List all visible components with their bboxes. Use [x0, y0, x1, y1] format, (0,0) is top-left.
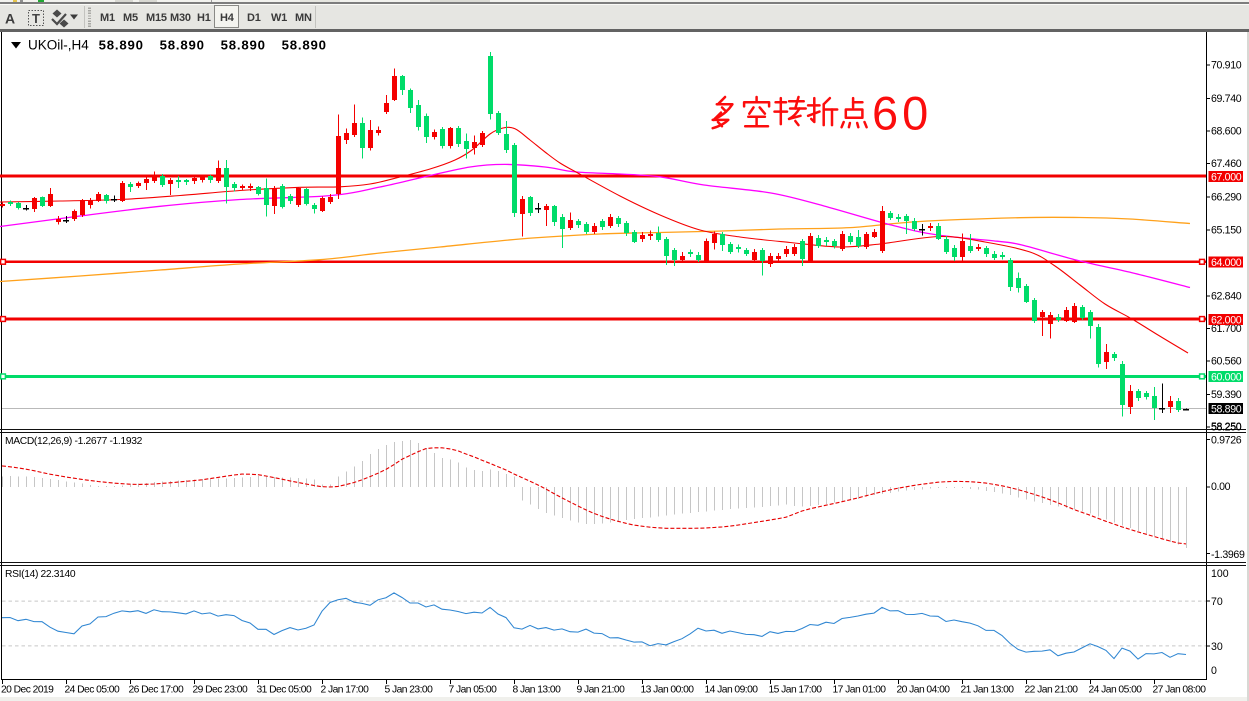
svg-text:M30: M30: [170, 12, 191, 24]
svg-text:20 Jan 04:00: 20 Jan 04:00: [897, 685, 951, 696]
svg-text:H1: H1: [197, 12, 211, 24]
svg-text:8 Jan 13:00: 8 Jan 13:00: [513, 685, 562, 696]
svg-text:60.560: 60.560: [1211, 356, 1242, 368]
svg-text:31 Dec 05:00: 31 Dec 05:00: [257, 685, 312, 696]
svg-text:62.000: 62.000: [1211, 314, 1242, 326]
svg-text:T: T: [32, 11, 40, 26]
svg-text:14 Jan 09:00: 14 Jan 09:00: [705, 685, 759, 696]
svg-text:M15: M15: [146, 12, 167, 24]
svg-text:100: 100: [1211, 568, 1229, 580]
svg-text:59.390: 59.390: [1211, 389, 1242, 401]
svg-text:15 Jan 17:00: 15 Jan 17:00: [769, 685, 823, 696]
svg-text:60.000: 60.000: [1211, 372, 1242, 384]
svg-text:70: 70: [1211, 596, 1223, 608]
svg-text:MACD(12,26,9) -1.2677 -1.1932: MACD(12,26,9) -1.2677 -1.1932: [5, 436, 143, 447]
svg-text:67.460: 67.460: [1211, 158, 1242, 170]
svg-text:69.740: 69.740: [1211, 93, 1242, 105]
svg-text:W1: W1: [271, 12, 287, 24]
svg-text:58.890: 58.890: [221, 38, 266, 53]
svg-text:7 Jan 05:00: 7 Jan 05:00: [449, 685, 498, 696]
svg-text:17 Jan 01:00: 17 Jan 01:00: [833, 685, 887, 696]
svg-text:5 Jan 23:00: 5 Jan 23:00: [385, 685, 434, 696]
svg-text:-1.3969: -1.3969: [1211, 549, 1245, 561]
svg-text:58.890: 58.890: [99, 38, 144, 53]
svg-text:MN: MN: [295, 12, 312, 24]
svg-text:0.00: 0.00: [1211, 481, 1231, 493]
svg-text:M5: M5: [123, 12, 138, 24]
svg-text:30: 30: [1211, 641, 1223, 653]
svg-text:9 Jan 21:00: 9 Jan 21:00: [577, 685, 626, 696]
svg-text:60: 60: [872, 87, 932, 140]
svg-text:61.700: 61.700: [1211, 323, 1242, 335]
svg-text:UKOil-,H4: UKOil-,H4: [28, 38, 89, 53]
svg-text:M1: M1: [100, 12, 115, 24]
svg-text:H4: H4: [220, 12, 235, 24]
svg-text:2 Jan 17:00: 2 Jan 17:00: [321, 685, 370, 696]
svg-text:65.150: 65.150: [1211, 224, 1242, 236]
svg-text:0: 0: [1211, 665, 1217, 677]
svg-text:D1: D1: [247, 12, 261, 24]
svg-text:13 Jan 00:00: 13 Jan 00:00: [641, 685, 695, 696]
svg-text:68.600: 68.600: [1211, 126, 1242, 138]
svg-text:66.290: 66.290: [1211, 192, 1242, 204]
svg-text:24 Jan 05:00: 24 Jan 05:00: [1089, 685, 1143, 696]
svg-text:24 Dec 05:00: 24 Dec 05:00: [65, 685, 120, 696]
svg-text:0.9726: 0.9726: [1211, 435, 1242, 447]
svg-text:58.890: 58.890: [160, 38, 205, 53]
svg-text:58.890: 58.890: [1211, 403, 1242, 415]
svg-text:A: A: [5, 11, 15, 27]
svg-text:21 Jan 13:00: 21 Jan 13:00: [961, 685, 1015, 696]
svg-text:70.910: 70.910: [1211, 60, 1242, 72]
svg-text:27 Jan 08:00: 27 Jan 08:00: [1153, 685, 1207, 696]
svg-text:20 Dec 2019: 20 Dec 2019: [1, 685, 54, 696]
svg-text:64.000: 64.000: [1211, 257, 1242, 269]
svg-text:58.250: 58.250: [1211, 422, 1242, 434]
svg-text:RSI(14) 22.3140: RSI(14) 22.3140: [5, 569, 76, 580]
svg-text:62.840: 62.840: [1211, 290, 1242, 302]
svg-text:58.250: 58.250: [1211, 421, 1242, 433]
svg-text:67.000: 67.000: [1211, 171, 1242, 183]
svg-text:26 Dec 17:00: 26 Dec 17:00: [129, 685, 184, 696]
svg-text:58.890: 58.890: [282, 38, 327, 53]
svg-text:22 Jan 21:00: 22 Jan 21:00: [1025, 685, 1079, 696]
svg-text:29 Dec 23:00: 29 Dec 23:00: [193, 685, 248, 696]
